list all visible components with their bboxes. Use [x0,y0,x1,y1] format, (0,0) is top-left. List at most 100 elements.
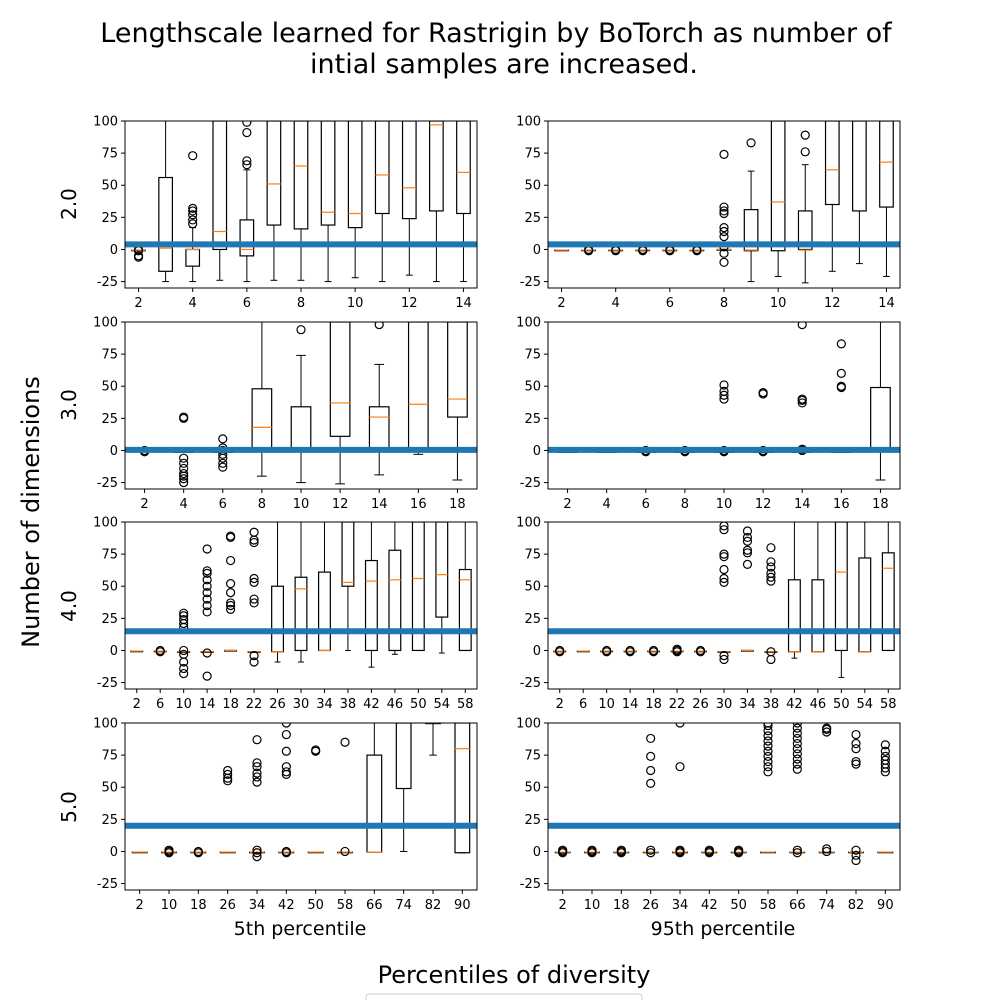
flier-point [202,581,212,591]
flier-point [719,650,729,661]
x-tick-label: 18 [222,697,239,712]
box-42 [364,522,378,668]
y-tick-label: 50 [524,380,541,395]
flier-point [880,755,890,765]
flier-point [719,149,729,159]
flier-point [179,649,189,659]
flier-point [719,248,729,258]
box-body [824,121,840,206]
box-body [858,557,872,653]
y-tick-label: 0 [533,444,541,459]
y-tick-label: 25 [524,211,541,226]
flier-point [252,777,262,787]
flier-point [374,322,384,330]
y-tick-label: -25 [520,877,541,892]
x-tick-label: 4 [612,296,620,311]
box-2 [554,845,571,858]
box-10 [347,121,363,279]
y-tick-label: 25 [524,813,541,828]
flier-point [202,568,212,578]
box-12 [329,322,351,485]
y-tick-label: 0 [533,845,541,860]
box-body [374,121,390,215]
box-14 [623,645,637,657]
y-tick-label: 25 [524,612,541,627]
flier-point [202,671,212,681]
x-tick-label: 58 [457,697,474,712]
x-tick-label: 10 [175,697,192,712]
flier-point [252,768,262,778]
flier-point [851,845,861,855]
x-tick-label: 2 [136,898,144,913]
y-tick-label: 100 [93,115,118,130]
flier-point [252,735,262,745]
x-tick-label: 18 [872,497,889,512]
flier-point [746,138,756,148]
box-3 [581,244,596,256]
box-34 [318,522,331,652]
flier-point [223,769,233,779]
x-tick-label: 18 [645,697,662,712]
y-tick-label: 75 [101,348,118,363]
flier-point [719,522,729,531]
y-tick-label: 0 [110,243,118,258]
box-body [239,219,255,257]
flier-point [763,731,773,741]
box-14 [791,322,813,456]
flier-point [249,577,259,587]
panel-8: -25 0 25 50 75 100 2 10 18 26 34 42 50 58 66 74 82 90 [516,717,901,913]
box-50 [834,522,848,678]
box-body [158,176,173,272]
box-11 [797,130,813,284]
flier-point [249,537,259,548]
flier-point [792,848,802,858]
flier-point [719,552,729,562]
flier-point [202,566,212,576]
x-tick-label: 4 [603,497,611,512]
flier-point [164,845,174,855]
panel-2: -25 0 25 50 75 100 2 4 6 8 10 12 14 [516,115,901,311]
flier-point [252,845,262,855]
panel-1: -25 0 25 50 75 100 2 4 6 8 10 12 14 [93,115,478,311]
x-tick-label: 66 [789,898,806,913]
flier-point [188,151,198,161]
flier-point [193,846,203,857]
flier-point [218,434,228,444]
box-body [743,209,759,252]
flier-point [188,206,198,216]
flier-point [719,577,729,587]
flier-point [719,232,729,242]
x-tick-label: 10 [598,697,615,712]
y-tick-label: 50 [101,380,118,395]
flier-point [851,738,861,749]
flier-point [179,453,189,463]
plot-area [548,522,900,678]
box-18 [613,845,630,858]
flier-point [719,390,729,400]
flier-point [797,394,807,404]
x-tick-label: 50 [833,697,850,712]
x-tick-label: 22 [246,697,263,712]
flier-point [851,756,861,767]
flier-point [179,474,189,484]
box-82 [425,723,441,756]
flier-point [763,746,773,756]
flier-point [763,762,773,772]
axes-frame [547,120,901,289]
flier-point [646,765,656,776]
axes-frame [547,321,901,490]
flier-point [646,733,656,744]
box-46 [811,522,825,653]
x-tick-label: 90 [454,898,471,913]
flier-point [188,203,198,213]
box-8 [293,121,309,281]
y-tick-label: 75 [524,147,541,162]
box-90 [454,723,471,854]
box-2 [554,249,569,252]
x-tick-label: 50 [410,697,427,712]
flier-point [281,746,291,756]
flier-point [202,575,212,585]
flier-point [218,462,228,472]
flier-point [646,751,656,762]
flier-point [763,723,773,731]
